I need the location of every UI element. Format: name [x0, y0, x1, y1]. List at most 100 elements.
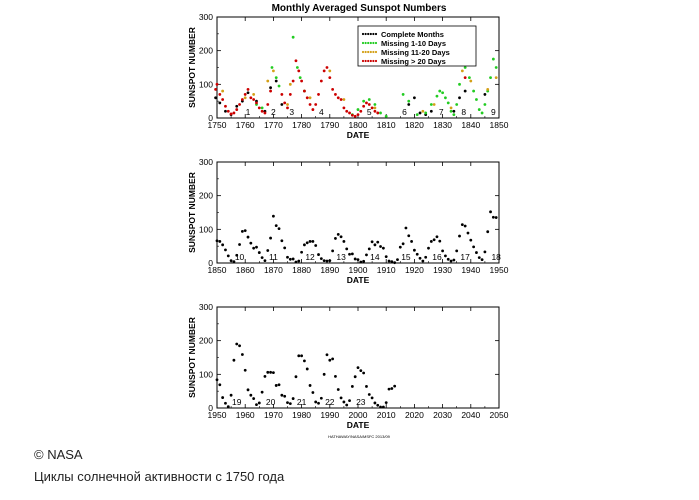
- data-point: [384, 401, 388, 405]
- data-point: [240, 98, 244, 101]
- data-point: [311, 240, 315, 243]
- data-point: [401, 93, 405, 96]
- data-point: [356, 113, 360, 117]
- data-point: [342, 98, 346, 101]
- data-point: [311, 108, 315, 111]
- data-point: [255, 101, 258, 105]
- x-tick-label: 2000: [349, 410, 368, 420]
- data-point: [238, 243, 241, 246]
- x-tick-label: 1940: [461, 265, 480, 275]
- chart-panels: 1750 1760 1770 1780 1790 1800 1810 1820 1830 1840…: [187, 12, 509, 430]
- x-tick-label: 1790: [320, 120, 339, 130]
- data-point: [480, 258, 484, 262]
- panel-1: 1750 1760 1770 1780 1790 1800 1810 1820 1830 1840…: [187, 12, 509, 140]
- data-point: [342, 400, 346, 404]
- data-point: [444, 96, 447, 100]
- legend-marker: [369, 41, 372, 45]
- data-point: [458, 234, 461, 238]
- data-point: [444, 254, 447, 258]
- data-point: [246, 235, 250, 239]
- data-point: [249, 393, 253, 397]
- series-complete-months: [215, 210, 498, 265]
- legend-label: Missing > 20 Days: [381, 57, 446, 66]
- data-point: [286, 401, 289, 405]
- data-point: [300, 354, 303, 358]
- cycle-label: 4: [319, 107, 324, 117]
- data-point: [370, 396, 374, 400]
- data-point: [401, 242, 405, 246]
- data-point: [494, 76, 498, 79]
- x-tick-label: 1850: [490, 120, 509, 130]
- cycle-label: 5: [367, 107, 372, 117]
- data-point: [489, 76, 492, 79]
- data-point: [277, 383, 281, 387]
- data-point: [295, 66, 299, 69]
- data-point: [384, 114, 388, 118]
- cycle-label: 6: [402, 107, 407, 117]
- data-point: [300, 79, 303, 83]
- x-tick-label: 1870: [264, 265, 283, 275]
- data-point: [475, 98, 478, 101]
- data-point: [342, 240, 346, 243]
- data-point: [350, 113, 354, 117]
- data-point: [294, 375, 298, 379]
- data-point: [328, 358, 332, 362]
- data-point: [432, 103, 436, 106]
- data-point: [365, 253, 368, 257]
- data-point: [291, 79, 295, 83]
- data-point: [336, 232, 340, 236]
- data-point: [370, 240, 374, 244]
- data-point: [331, 249, 335, 253]
- data-point: [483, 103, 487, 106]
- cycle-label: 22: [325, 397, 335, 407]
- data-point: [325, 66, 329, 69]
- data-point: [243, 368, 247, 372]
- data-point: [280, 93, 284, 96]
- data-point: [269, 89, 272, 93]
- data-point: [218, 93, 222, 96]
- legend-marker: [374, 50, 378, 54]
- legend-marker: [374, 41, 378, 45]
- data-point: [486, 87, 490, 91]
- legend-label: Complete Months: [381, 30, 444, 39]
- cycle-label: 2: [271, 107, 276, 117]
- data-point: [305, 367, 309, 371]
- data-point: [252, 246, 256, 250]
- data-point: [432, 238, 436, 242]
- data-point: [255, 245, 258, 249]
- data-point: [263, 374, 267, 378]
- legend-marker: [372, 59, 375, 63]
- data-point: [226, 109, 230, 113]
- data-point: [243, 229, 247, 233]
- data-point: [427, 246, 430, 250]
- data-point: [263, 111, 267, 115]
- data-point: [362, 259, 366, 263]
- y-tick-label: 300: [199, 157, 213, 167]
- data-point: [303, 89, 306, 93]
- data-point: [348, 111, 351, 115]
- data-point: [446, 257, 450, 261]
- data-point: [345, 403, 349, 407]
- data-point: [224, 248, 227, 252]
- data-point: [452, 113, 456, 117]
- data-point: [477, 256, 481, 260]
- data-point: [421, 109, 425, 113]
- x-tick-label: 1900: [349, 265, 368, 275]
- y-tick-label: 200: [199, 336, 213, 346]
- data-point: [232, 260, 236, 264]
- data-point: [240, 229, 244, 233]
- x-tick-label: 1840: [461, 120, 480, 130]
- data-point: [221, 243, 225, 247]
- data-point: [362, 104, 366, 108]
- data-point: [246, 388, 250, 392]
- data-point: [218, 101, 222, 105]
- x-axis-label: DATE: [347, 420, 370, 430]
- data-point: [356, 366, 360, 369]
- x-tick-label: 1970: [264, 410, 283, 420]
- panel-2: 1850 1860 1870 1880 1890 1900 1910 1920 1930 1940…: [187, 157, 509, 285]
- data-point: [214, 87, 217, 91]
- chart-title: Monthly Averaged Sunspot Numbers: [272, 3, 447, 14]
- data-point: [421, 259, 425, 263]
- cycle-label: 7: [439, 107, 444, 117]
- sunspot-chart: Monthly Averaged Sunspot Numbers 1750 176…: [187, 3, 509, 439]
